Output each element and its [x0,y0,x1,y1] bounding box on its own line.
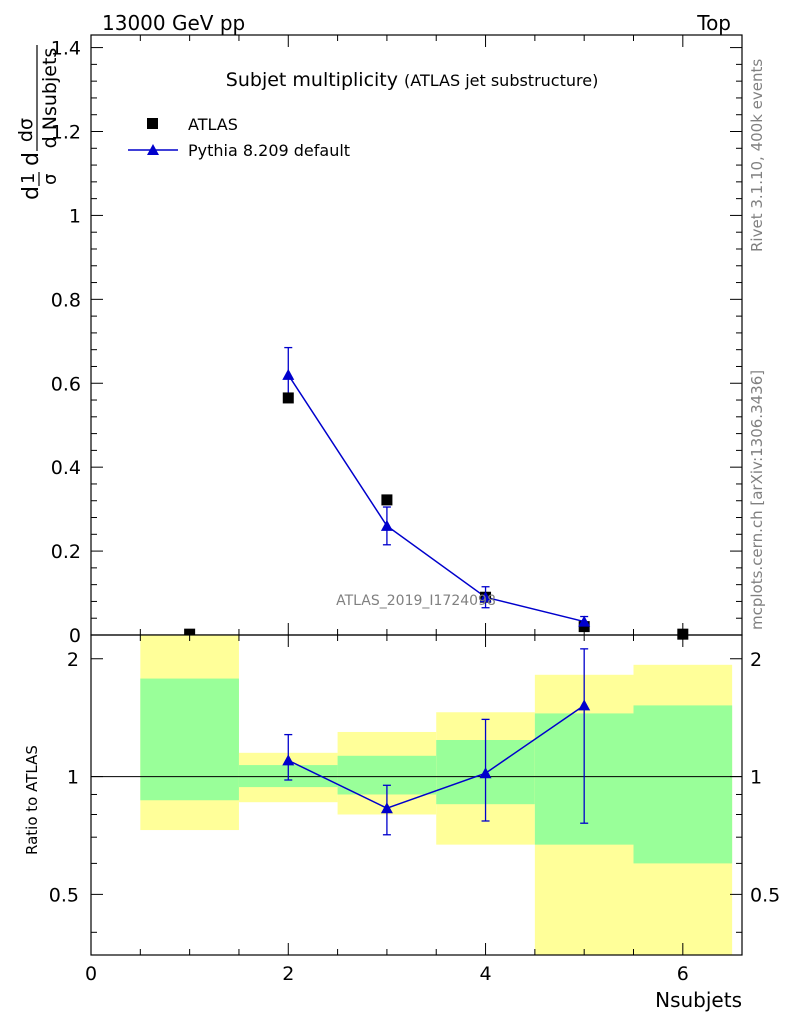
ratio-ytick-label-right: 1 [750,767,762,789]
ratio-ytick-label: 2 [67,649,79,671]
main-ytick-label: 0 [69,625,81,647]
main-ytick-label: 1 [69,205,81,227]
chart-title: Subjet multiplicity [226,69,398,91]
analysis-watermark: ATLAS_2019_I1724098 [336,593,496,609]
main-ytick-label: 1.4 [51,38,81,60]
ratio-mc-point [578,699,591,711]
ratio-y-axis-label: Ratio to ATLAS [23,745,41,855]
ylabel-dsigma: dσ [15,118,37,142]
ylabel-d: d [19,186,44,200]
main-ytick-label: 0.8 [51,289,81,311]
atlas-data-point [677,628,689,640]
legend-atlas-marker [147,118,158,129]
ratio-frame [90,634,743,956]
x-axis-label: Nsubjets [655,988,742,1012]
energy-label: 13000 GeV pp [102,11,245,35]
ratio-band-inner [633,705,733,864]
ylabel-sigma: σ [40,174,61,185]
chart-subtitle: (ATLAS jet substructure) [404,71,598,90]
atlas-data-point [381,494,393,506]
atlas-data-point [184,628,196,640]
ratio-ytick-label-right: 0.5 [750,884,780,906]
mc-data-point [282,368,295,380]
ratio-mc-point [380,802,393,814]
process-label: Top [696,11,731,35]
ylabel-one: 1 [18,173,39,184]
mc-data-point [380,519,393,531]
ratio-ytick-label-right: 2 [750,649,762,671]
ylabel-d2: d [19,152,44,166]
main-y-axis-label: d 1 σ d dσ d Nsubjets [15,45,61,200]
ratio-band-inner [140,678,239,801]
rivet-label: Rivet 3.1.10, 400k events [748,59,766,252]
x-tick-label: 2 [282,963,294,985]
ratio-mc-point [282,754,295,766]
main-ytick-label: 0.6 [51,373,81,395]
main-ytick-label: 1.2 [51,122,81,144]
ratio-ytick-label: 0.5 [49,884,79,906]
legend-mc-label: Pythia 8.209 default [188,141,350,160]
mc-series-line [287,374,585,623]
mc-data-point [479,591,492,603]
ratio-mc-line [287,704,585,810]
x-tick-label: 6 [677,963,689,985]
legend-atlas-label: ATLAS [188,115,238,134]
main-ytick-label: 0.4 [51,457,81,479]
ratio-panel: 0.5 0.5 1 1 2 2 0 2 4 6 [49,634,780,985]
x-tick-label: 0 [85,963,97,985]
ratio-mc-point [479,767,492,779]
main-ytick-label: 0.2 [51,541,81,563]
atlas-data-point [578,621,590,633]
ratio-ytick-label: 1 [67,767,79,789]
x-tick-label: 4 [479,963,491,985]
atlas-data-point [282,392,294,404]
legend-mc-marker [147,144,159,155]
mc-data-point [578,615,591,627]
ylabel-dvar: d Nsubjets [39,48,61,149]
source-label: mcplots.cern.ch [arXiv:1306.3436] [748,370,766,630]
